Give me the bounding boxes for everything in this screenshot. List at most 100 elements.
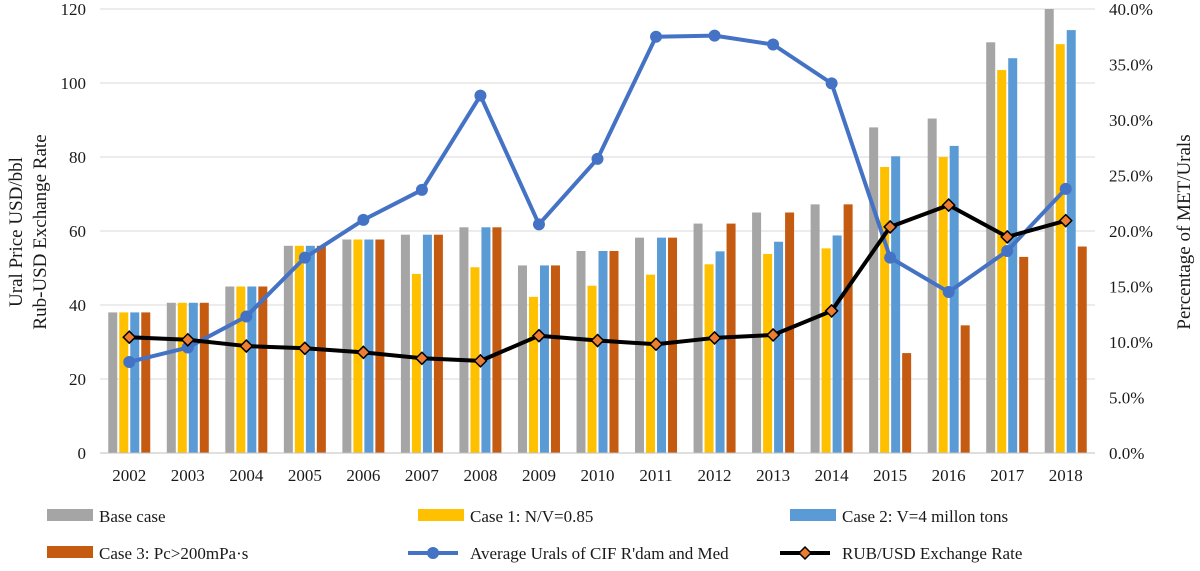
bar-base-case-2003 — [166, 302, 176, 453]
legend-6-marker — [797, 545, 813, 561]
bar-case-1-n-v-0-85-2002 — [119, 312, 129, 453]
x-tick-label: 2013 — [756, 466, 790, 485]
y-right-tick-label: 30.0% — [1109, 111, 1153, 130]
urals-point-2014 — [825, 77, 838, 90]
bar-case-3-pc-200mpa-s-2003 — [199, 302, 209, 453]
urals-point-2010 — [591, 152, 604, 165]
rub-usd-point-2007 — [414, 351, 429, 366]
urals-point-2006 — [357, 213, 370, 226]
rub-usd-point-2006 — [356, 345, 371, 360]
rub-usd-point-2009 — [531, 328, 547, 343]
rub-usd-point-2015 — [883, 219, 898, 234]
bar-case-1-n-v-0-85-2013 — [763, 253, 773, 453]
rub-usd-point-2002 — [122, 330, 137, 345]
legend-5-marker — [427, 547, 439, 559]
urals-point-2017 — [1001, 244, 1014, 257]
urals-point-2003 — [181, 341, 194, 354]
y-right-tick-label: 40.0% — [1109, 0, 1153, 19]
bar-case-1-n-v-0-85-2011 — [646, 274, 656, 453]
y-left-tick-label: 80 — [69, 148, 86, 167]
legend-5-label: Average Urals of CIF R'dam and Med — [470, 544, 729, 563]
y-right-tick-label: 15.0% — [1109, 278, 1153, 297]
bar-case-2-v-4-millon-tons-2016 — [949, 145, 959, 453]
bar-case-1-n-v-0-85-2007 — [411, 273, 421, 453]
legend-1-label: Base case — [99, 507, 166, 526]
x-tick-label: 2004 — [229, 466, 264, 485]
bar-base-case-2018 — [1044, 9, 1054, 453]
urals-point-2012 — [708, 29, 721, 42]
x-tick-label: 2017 — [990, 466, 1025, 485]
bar-case-1-n-v-0-85-2018 — [1055, 44, 1065, 454]
urals-point-2011 — [650, 30, 663, 43]
bar-case-1-n-v-0-85-2015 — [880, 166, 890, 454]
urals-point-2002 — [123, 355, 136, 368]
tick-labels: 0 20 40 60 80 100 120 0.0% 5.0% 10.0% 15.0% 20.0% 25… — [61, 0, 1153, 485]
x-tick-label: 2016 — [932, 466, 966, 485]
bar-case-3-pc-200mpa-s-2004 — [258, 286, 268, 453]
x-tick-label: 2010 — [581, 466, 615, 485]
y-left-tick-label: 60 — [69, 222, 86, 241]
bar-case-1-n-v-0-85-2017 — [997, 70, 1007, 454]
urals-point-2013 — [767, 38, 780, 51]
rub-usd-point-2017 — [1000, 229, 1015, 244]
urals-point-2008 — [474, 89, 487, 102]
bar-case-2-v-4-millon-tons-2006 — [364, 239, 374, 453]
bar-case-3-pc-200mpa-s-2013 — [785, 212, 795, 453]
bar-case-2-v-4-millon-tons-2018 — [1066, 30, 1076, 454]
rub-usd-point-2004 — [239, 339, 254, 354]
urals-point-2016 — [942, 286, 955, 299]
bar-case-3-pc-200mpa-s-2010 — [609, 250, 619, 453]
legend-2-swatch — [418, 509, 464, 521]
rub-usd-point-2016 — [941, 198, 956, 213]
bar-base-case-2006 — [342, 239, 352, 453]
bar-case-2-v-4-millon-tons-2013 — [774, 241, 784, 453]
bar-case-2-v-4-millon-tons-2008 — [481, 227, 491, 453]
bar-base-case-2013 — [752, 212, 762, 453]
x-tick-label: 2005 — [288, 466, 322, 485]
urals-point-2018 — [1059, 182, 1072, 195]
bar-case-1-n-v-0-85-2016 — [938, 157, 948, 453]
bar-case-2-v-4-millon-tons-2014 — [832, 235, 842, 453]
urals-point-2009 — [532, 218, 545, 231]
bar-case-3-pc-200mpa-s-2016 — [960, 325, 970, 453]
rub-usd-point-2012 — [707, 330, 722, 345]
bar-base-case-2002 — [108, 312, 118, 453]
urals-point-2004 — [240, 310, 253, 323]
legend-3-label: Case 2: V=4 millon tons — [842, 507, 1008, 526]
x-tick-label: 2014 — [815, 466, 850, 485]
x-tick-label: 2006 — [346, 466, 380, 485]
y-axis-left-title-line1: Ural Price USD/bbl — [6, 157, 27, 307]
x-tick-label: 2018 — [1049, 466, 1083, 485]
legend: Base case Case 1: N/V=0.85 Case 2: V=4 mil… — [47, 507, 1022, 563]
bar-case-2-v-4-millon-tons-2017 — [1008, 58, 1018, 454]
bar-base-case-2014 — [810, 204, 820, 453]
y-left-tick-label: 20 — [69, 370, 86, 389]
rub-usd-point-2014 — [824, 303, 839, 318]
x-tick-label: 2007 — [405, 466, 440, 485]
bar-case-3-pc-200mpa-s-2008 — [492, 227, 502, 453]
bar-case-1-n-v-0-85-2010 — [587, 285, 597, 453]
rub-usd-point-2008 — [473, 353, 488, 368]
bar-case-1-n-v-0-85-2014 — [821, 248, 831, 453]
bar-case-2-v-4-millon-tons-2012 — [715, 251, 725, 453]
x-tick-label: 2015 — [873, 466, 907, 485]
bar-base-case-2016 — [927, 118, 937, 454]
bar-case-3-pc-200mpa-s-2015 — [902, 353, 912, 453]
urals-point-2015 — [884, 251, 897, 264]
legend-6-label: RUB/USD Exchange Rate — [842, 544, 1022, 563]
bar-case-1-n-v-0-85-2009 — [528, 296, 538, 453]
rub-usd-point-2010 — [590, 333, 605, 348]
bar-case-2-v-4-millon-tons-2004 — [247, 286, 257, 453]
bar-case-2-v-4-millon-tons-2010 — [598, 250, 608, 453]
bar-base-case-2011 — [635, 237, 645, 453]
bar-case-3-pc-200mpa-s-2007 — [433, 234, 443, 453]
x-tick-label: 2011 — [639, 466, 672, 485]
legend-1-swatch — [47, 509, 93, 521]
y-right-tick-label: 35.0% — [1109, 56, 1153, 75]
bar-case-3-pc-200mpa-s-2014 — [843, 204, 853, 453]
rub-usd-point-2003 — [180, 332, 195, 347]
bar-case-1-n-v-0-85-2012 — [704, 264, 714, 453]
y-left-tick-label: 100 — [61, 74, 87, 93]
y-axis-left-title-line2: Rub-USD Exchange Rate — [30, 134, 51, 329]
